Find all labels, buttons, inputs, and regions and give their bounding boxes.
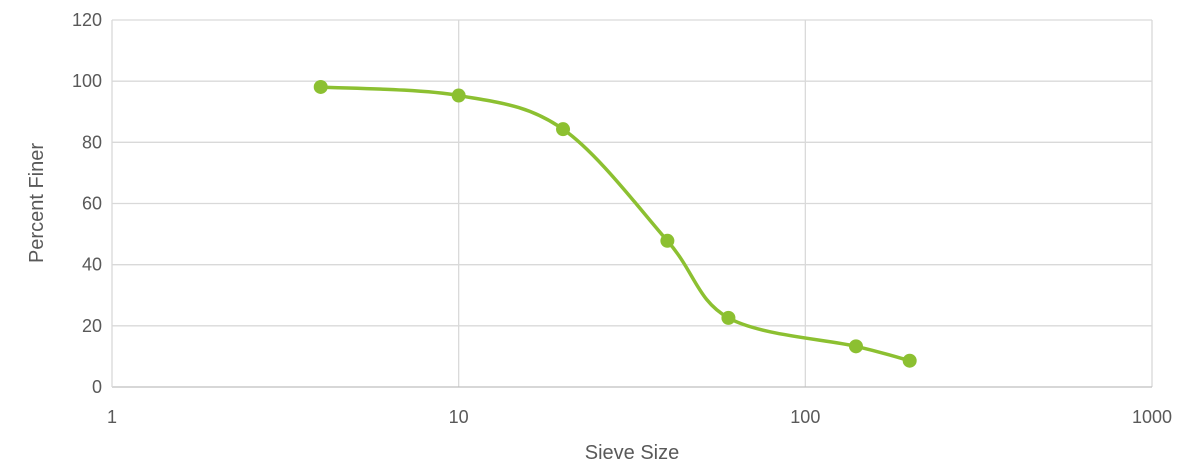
data-point (721, 310, 736, 325)
data-point (313, 79, 328, 94)
data-point (902, 353, 917, 368)
grid-lines (111, 19, 1153, 388)
y-axis-title: Percent Finer (26, 143, 48, 263)
y-tick-label: 20 (82, 316, 102, 336)
y-tick-label: 0 (92, 377, 102, 397)
y-tick-label: 100 (72, 71, 102, 91)
x-tick-label: 100 (790, 407, 820, 427)
x-tick-labels: 1 10 100 1000 (107, 407, 1172, 427)
y-tick-label: 40 (82, 255, 102, 275)
series-points-group (313, 79, 917, 368)
y-tick-labels: 0 20 40 60 80 100 120 (72, 10, 102, 397)
y-tick-label: 80 (82, 132, 102, 152)
data-point (848, 339, 863, 354)
x-tick-label: 1000 (1132, 407, 1172, 427)
data-point (660, 233, 675, 248)
x-axis-title: Sieve Size (585, 442, 680, 464)
y-tick-label: 60 (82, 194, 102, 214)
x-tick-label: 1 (107, 407, 117, 427)
series-line (318, 85, 912, 363)
y-tick-label: 120 (72, 10, 102, 30)
data-point (451, 88, 466, 103)
x-tick-label: 10 (449, 407, 469, 427)
data-point (556, 122, 571, 137)
series-line-group (318, 85, 912, 363)
